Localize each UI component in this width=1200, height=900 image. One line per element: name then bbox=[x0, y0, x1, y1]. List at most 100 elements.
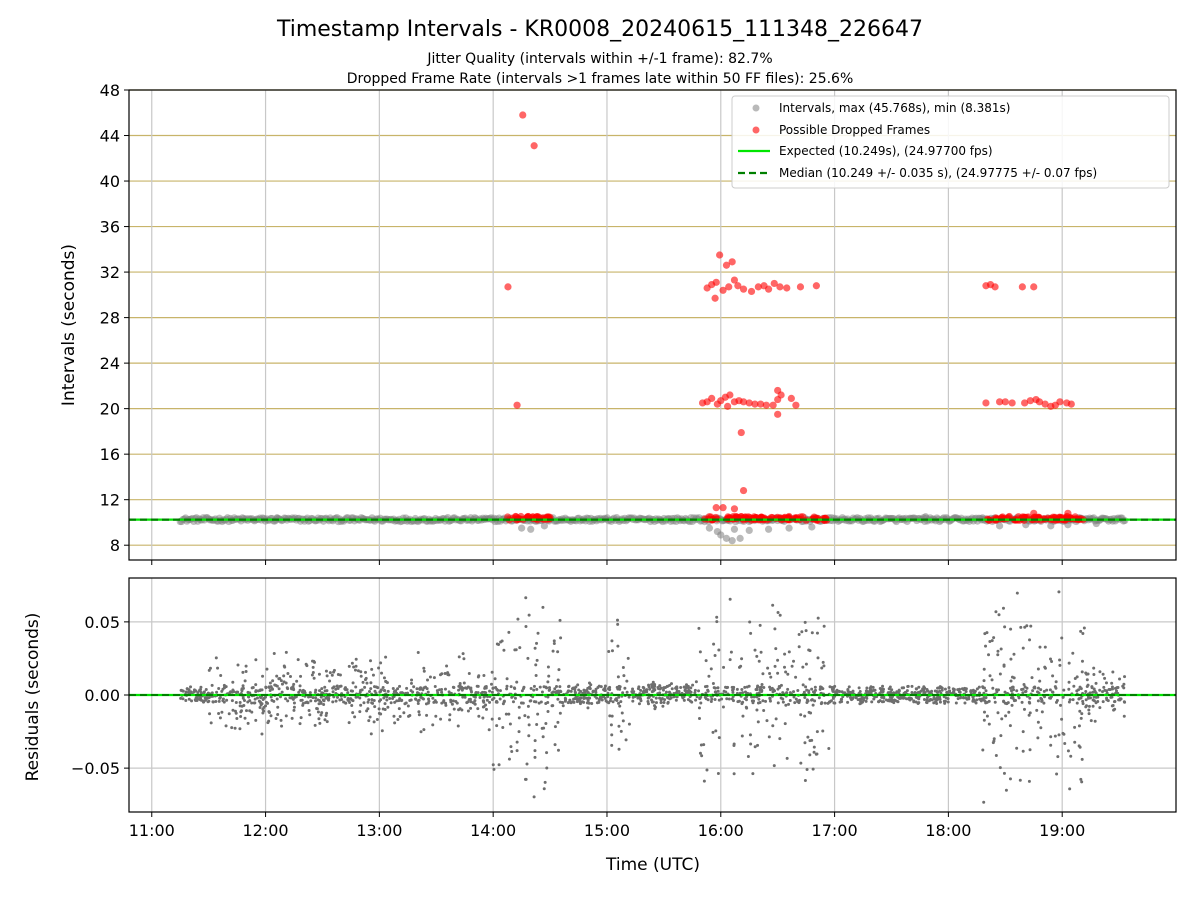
residual-point bbox=[607, 649, 611, 653]
residual-point bbox=[1003, 690, 1007, 694]
residual-point bbox=[271, 687, 275, 691]
residual-point bbox=[768, 685, 772, 689]
residual-point bbox=[440, 687, 444, 691]
residual-point bbox=[888, 685, 892, 689]
residual-point bbox=[774, 717, 778, 721]
residual-point bbox=[184, 698, 188, 702]
residual-point bbox=[422, 728, 426, 732]
dropped-frame-point bbox=[728, 258, 736, 266]
residual-point bbox=[330, 673, 334, 677]
residual-point bbox=[781, 700, 785, 704]
residual-point bbox=[621, 719, 625, 723]
dropped-frame-point bbox=[1035, 398, 1044, 406]
residual-point bbox=[1006, 701, 1010, 705]
residual-point bbox=[312, 676, 316, 680]
residual-point bbox=[422, 669, 426, 673]
residual-point bbox=[502, 648, 506, 652]
residual-point bbox=[375, 717, 379, 721]
residual-point bbox=[1021, 730, 1025, 734]
residual-point bbox=[1051, 690, 1055, 694]
residual-point bbox=[529, 687, 533, 691]
residual-point bbox=[999, 734, 1003, 738]
residual-point bbox=[725, 697, 729, 701]
residual-point bbox=[511, 700, 515, 704]
residual-point bbox=[203, 696, 207, 700]
residual-point bbox=[233, 709, 237, 713]
residual-point bbox=[773, 664, 777, 668]
residual-point bbox=[996, 649, 1000, 653]
residual-point bbox=[382, 696, 386, 700]
residual-point bbox=[972, 691, 976, 695]
residuals-panel: −0.05 0.00 0.05 11:00 12:00 13:00 14:00 15:00 16… bbox=[23, 577, 1177, 875]
residual-point bbox=[381, 707, 385, 711]
residual-point bbox=[572, 700, 576, 704]
residual-point bbox=[451, 685, 455, 689]
residual-point bbox=[947, 686, 951, 690]
residual-point bbox=[670, 687, 674, 691]
residual-point bbox=[771, 690, 775, 694]
residual-point bbox=[884, 698, 888, 702]
residual-point bbox=[1018, 778, 1022, 782]
residual-point bbox=[316, 698, 320, 702]
residual-point bbox=[833, 684, 837, 688]
residual-point bbox=[1118, 677, 1122, 681]
residual-point bbox=[411, 690, 415, 694]
residual-point bbox=[396, 687, 400, 691]
dropped-frame-point bbox=[730, 276, 739, 284]
residual-point bbox=[815, 631, 819, 635]
residual-point bbox=[497, 763, 501, 767]
residual-point bbox=[533, 739, 537, 743]
residual-point bbox=[1027, 779, 1031, 783]
residual-point bbox=[1092, 672, 1096, 676]
residual-point bbox=[686, 684, 690, 688]
residual-point bbox=[386, 705, 390, 709]
residual-point bbox=[1045, 688, 1049, 692]
residual-point bbox=[1087, 712, 1091, 716]
residual-point bbox=[914, 700, 918, 704]
residual-point bbox=[774, 647, 778, 651]
residual-point bbox=[374, 691, 378, 695]
residual-point bbox=[475, 684, 479, 688]
residual-point bbox=[800, 630, 804, 634]
residual-point bbox=[759, 650, 763, 654]
residual-point bbox=[994, 610, 998, 614]
residual-point bbox=[258, 705, 262, 709]
residual-point bbox=[993, 696, 997, 700]
residual-point bbox=[1081, 699, 1085, 703]
residual-point bbox=[279, 718, 283, 722]
residual-point bbox=[280, 682, 284, 686]
residual-point bbox=[958, 687, 962, 691]
residual-point bbox=[932, 697, 936, 701]
residual-point bbox=[840, 690, 844, 694]
residual-point bbox=[1067, 661, 1071, 665]
dropped-frame-point bbox=[762, 401, 770, 409]
residual-point bbox=[384, 655, 388, 659]
residual-point bbox=[284, 714, 288, 718]
residual-point bbox=[370, 667, 374, 671]
residual-point bbox=[822, 664, 826, 668]
residual-point bbox=[381, 685, 385, 689]
residuals-xtick-label: 16:00 bbox=[698, 821, 744, 840]
residual-point bbox=[473, 699, 477, 703]
residual-point bbox=[999, 647, 1003, 651]
residual-point bbox=[769, 675, 773, 679]
residual-point bbox=[396, 718, 400, 722]
residual-point bbox=[776, 610, 780, 614]
residual-point bbox=[697, 716, 701, 720]
residual-point bbox=[223, 685, 227, 689]
residual-point bbox=[314, 696, 318, 700]
residual-point bbox=[445, 664, 449, 668]
residual-point bbox=[545, 686, 549, 690]
residual-point bbox=[648, 687, 652, 691]
residual-point bbox=[379, 661, 383, 665]
residual-point bbox=[364, 676, 368, 680]
dropped-frame-point bbox=[739, 398, 748, 406]
residual-point bbox=[508, 722, 512, 726]
interval-point bbox=[730, 525, 739, 533]
residual-point bbox=[305, 664, 309, 668]
residual-point bbox=[315, 707, 319, 711]
residual-point bbox=[447, 690, 451, 694]
residual-point bbox=[492, 767, 496, 771]
residual-point bbox=[250, 686, 254, 690]
residual-point bbox=[548, 688, 552, 692]
